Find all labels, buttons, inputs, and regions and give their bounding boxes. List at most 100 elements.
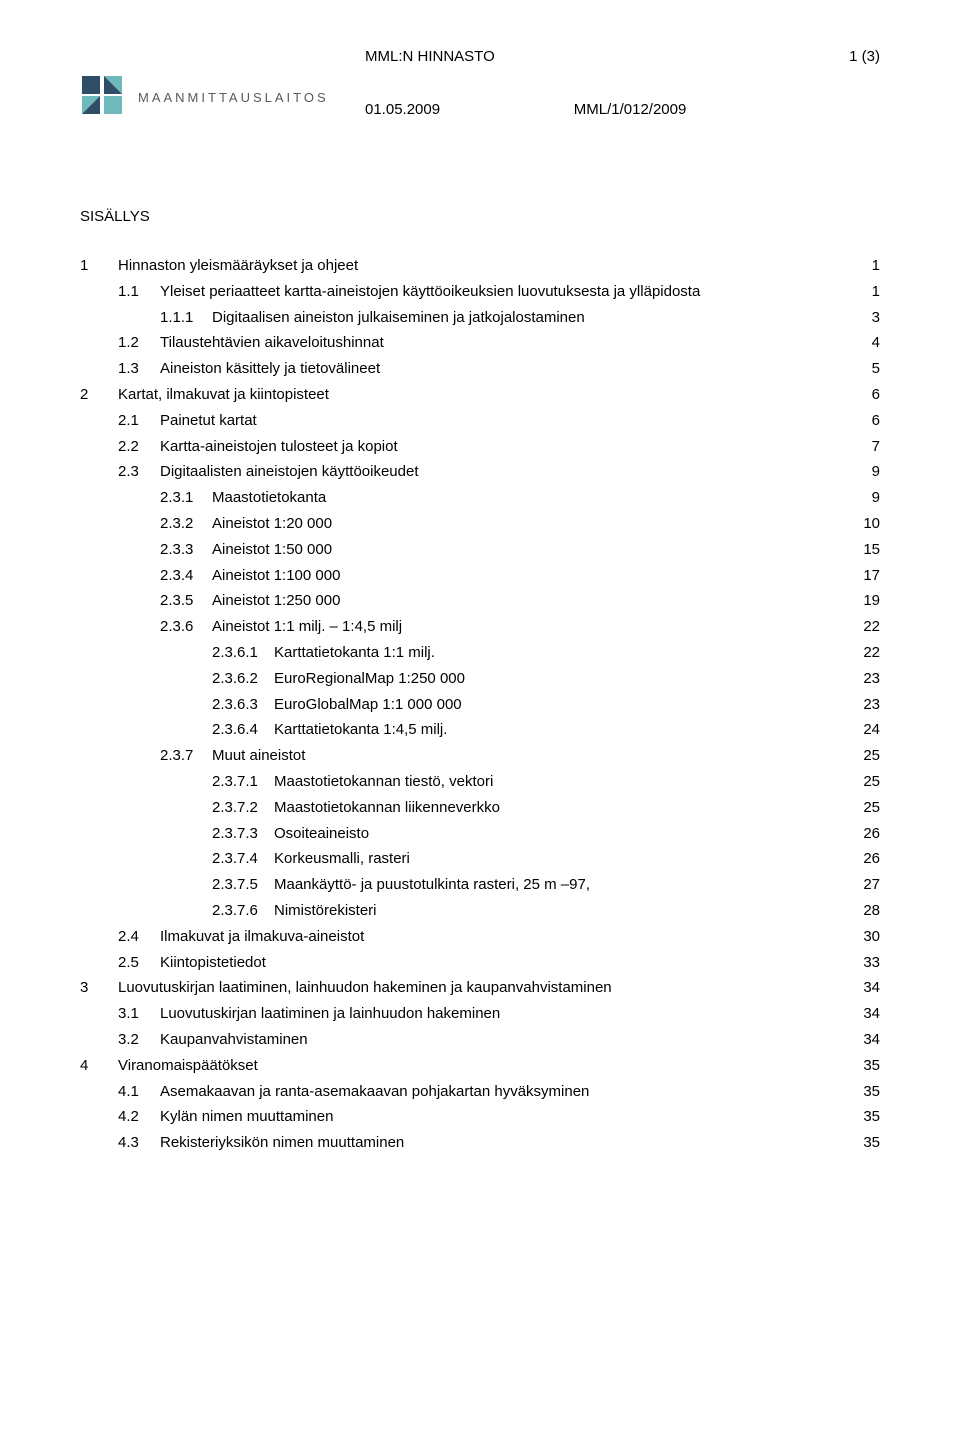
toc-entry: 2.3.7.4Korkeusmalli, rasteri 26 bbox=[80, 846, 880, 872]
toc-entry-number: 1.1 bbox=[118, 279, 160, 305]
header-date: 01.05.2009 bbox=[365, 101, 440, 118]
toc-entry: 3Luovutuskirjan laatiminen, lainhuudon h… bbox=[80, 975, 880, 1001]
toc-entry-title: Aineiston käsittely ja tietovälineet bbox=[160, 356, 380, 382]
toc-entry-number: 2.3.6.2 bbox=[212, 666, 274, 692]
toc-entry: 1Hinnaston yleismääräykset ja ohjeet 1 bbox=[80, 253, 880, 279]
toc-entry-title: Nimistörekisteri bbox=[274, 898, 377, 924]
toc-entry-title: Luovutuskirjan laatiminen, lainhuudon ha… bbox=[118, 975, 612, 1001]
toc-entry: 4.3Rekisteriyksikön nimen muuttaminen 35 bbox=[80, 1130, 880, 1156]
toc-entry-page: 26 bbox=[859, 821, 880, 847]
toc-entry-title: EuroGlobalMap 1:1 000 000 bbox=[274, 692, 462, 718]
toc-entry-number: 2.3 bbox=[118, 459, 160, 485]
header-top-row: MML:N HINNASTO 1 (3) bbox=[80, 48, 880, 65]
toc-entry-number: 2.3.7 bbox=[160, 743, 212, 769]
toc-entry-title: Osoiteaineisto bbox=[274, 821, 369, 847]
toc-entry-title: Karttatietokanta 1:4,5 milj. bbox=[274, 717, 447, 743]
toc-entry-title: Asemakaavan ja ranta-asemakaavan pohjaka… bbox=[160, 1079, 589, 1105]
table-of-contents: 1Hinnaston yleismääräykset ja ohjeet 11.… bbox=[80, 253, 880, 1156]
toc-entry-title: Karttatietokanta 1:1 milj. bbox=[274, 640, 435, 666]
toc-entry-page: 28 bbox=[859, 898, 880, 924]
toc-entry-number: 4 bbox=[80, 1053, 118, 1079]
toc-entry-page: 23 bbox=[859, 666, 880, 692]
toc-entry-title: Aineistot 1:50 000 bbox=[212, 537, 332, 563]
toc-entry-title: Luovutuskirjan laatiminen ja lainhuudon … bbox=[160, 1001, 500, 1027]
toc-entry-title: Aineistot 1:20 000 bbox=[212, 511, 332, 537]
toc-entry-title: Hinnaston yleismääräykset ja ohjeet bbox=[118, 253, 358, 279]
toc-entry-title: Ilmakuvat ja ilmakuva-aineistot bbox=[160, 924, 364, 950]
toc-entry-page: 35 bbox=[859, 1104, 880, 1130]
toc-entry-page: 23 bbox=[859, 692, 880, 718]
header-reference: MML/1/012/2009 bbox=[440, 101, 820, 118]
toc-entry: 3.2Kaupanvahvistaminen 34 bbox=[80, 1027, 880, 1053]
toc-entry: 2.3.7.2Maastotietokannan liikenneverkko … bbox=[80, 795, 880, 821]
toc-entry-title: Maastotietokannan liikenneverkko bbox=[274, 795, 500, 821]
toc-entry-title: Tilaustehtävien aikaveloitushinnat bbox=[160, 330, 384, 356]
toc-entry-number: 2.3.1 bbox=[160, 485, 212, 511]
toc-entry-page: 19 bbox=[859, 588, 880, 614]
toc-entry-page: 1 bbox=[868, 253, 880, 279]
toc-entry-title: Aineistot 1:100 000 bbox=[212, 563, 340, 589]
toc-entry-number: 2.1 bbox=[118, 408, 160, 434]
toc-entry-page: 3 bbox=[868, 305, 880, 331]
toc-entry: 2.3.5Aineistot 1:250 000 19 bbox=[80, 588, 880, 614]
toc-entry-page: 25 bbox=[859, 769, 880, 795]
toc-entry-number: 1 bbox=[80, 253, 118, 279]
toc-entry-page: 33 bbox=[859, 950, 880, 976]
toc-entry-page: 5 bbox=[868, 356, 880, 382]
toc-entry-number: 2.3.6.1 bbox=[212, 640, 274, 666]
toc-entry-number: 2.3.5 bbox=[160, 588, 212, 614]
toc-entry: 2.3.7.5Maankäyttö- ja puustotulkinta ras… bbox=[80, 872, 880, 898]
toc-entry: 1.3Aineiston käsittely ja tietovälineet … bbox=[80, 356, 880, 382]
toc-entry-page: 7 bbox=[868, 434, 880, 460]
toc-entry-number: 2.3.7.3 bbox=[212, 821, 274, 847]
toc-entry-page: 22 bbox=[859, 614, 880, 640]
toc-entry-page: 10 bbox=[859, 511, 880, 537]
toc-entry-number: 2.2 bbox=[118, 434, 160, 460]
toc-entry-page: 30 bbox=[859, 924, 880, 950]
toc-entry-number: 4.2 bbox=[118, 1104, 160, 1130]
toc-entry-page: 6 bbox=[868, 408, 880, 434]
toc-entry: 2.3.7.3Osoiteaineisto 26 bbox=[80, 821, 880, 847]
toc-entry: 4.2Kylän nimen muuttaminen 35 bbox=[80, 1104, 880, 1130]
toc-entry-page: 34 bbox=[859, 975, 880, 1001]
toc-entry-page: 35 bbox=[859, 1079, 880, 1105]
toc-entry-number: 2.3.3 bbox=[160, 537, 212, 563]
toc-entry-page: 24 bbox=[859, 717, 880, 743]
toc-entry-page: 26 bbox=[859, 846, 880, 872]
header-second-row: 01.05.2009 MML/1/012/2009 bbox=[365, 101, 880, 118]
toc-entry-title: Maastotietokannan tiestö, vektori bbox=[274, 769, 493, 795]
toc-entry-number: 2.3.2 bbox=[160, 511, 212, 537]
toc-entry-number: 2.4 bbox=[118, 924, 160, 950]
toc-entry-page: 25 bbox=[859, 743, 880, 769]
toc-entry-title: EuroRegionalMap 1:250 000 bbox=[274, 666, 465, 692]
toc-entry-page: 25 bbox=[859, 795, 880, 821]
toc-entry-title: Digitaalisen aineiston julkaiseminen ja … bbox=[212, 305, 585, 331]
toc-entry-title: Viranomaispäätökset bbox=[118, 1053, 258, 1079]
brand-name: MAANMITTAUSLAITOS bbox=[138, 90, 329, 105]
toc-entry-title: Aineistot 1:250 000 bbox=[212, 588, 340, 614]
toc-entry-page: 9 bbox=[868, 485, 880, 511]
toc-entry-number: 1.1.1 bbox=[160, 305, 212, 331]
toc-entry-number: 2.3.4 bbox=[160, 563, 212, 589]
toc-entry-title: Maankäyttö- ja puustotulkinta rasteri, 2… bbox=[274, 872, 590, 898]
toc-entry: 2.3.3Aineistot 1:50 000 15 bbox=[80, 537, 880, 563]
toc-entry-number: 1.2 bbox=[118, 330, 160, 356]
toc-entry: 2.3.2Aineistot 1:20 000 10 bbox=[80, 511, 880, 537]
toc-entry: 1.1Yleiset periaatteet kartta-aineistoje… bbox=[80, 279, 880, 305]
toc-entry-number: 4.3 bbox=[118, 1130, 160, 1156]
toc-entry: 2.1Painetut kartat 6 bbox=[80, 408, 880, 434]
toc-entry-title: Painetut kartat bbox=[160, 408, 257, 434]
toc-entry-number: 2.3.6.3 bbox=[212, 692, 274, 718]
toc-entry-page: 1 bbox=[868, 279, 880, 305]
toc-entry-number: 3 bbox=[80, 975, 118, 1001]
toc-entry-title: Kartat, ilmakuvat ja kiintopisteet bbox=[118, 382, 329, 408]
document-page: MML:N HINNASTO 1 (3) MAANMITTAUSLAITOS 0… bbox=[0, 0, 960, 1445]
toc-entry-number: 2.5 bbox=[118, 950, 160, 976]
toc-entry-number: 2 bbox=[80, 382, 118, 408]
toc-entry: 2.3.7Muut aineistot 25 bbox=[80, 743, 880, 769]
sisallys-heading: SISÄLLYS bbox=[80, 208, 880, 225]
toc-entry: 2.2Kartta-aineistojen tulosteet ja kopio… bbox=[80, 434, 880, 460]
toc-entry-page: 34 bbox=[859, 1001, 880, 1027]
toc-entry-page: 9 bbox=[868, 459, 880, 485]
toc-entry-page: 34 bbox=[859, 1027, 880, 1053]
